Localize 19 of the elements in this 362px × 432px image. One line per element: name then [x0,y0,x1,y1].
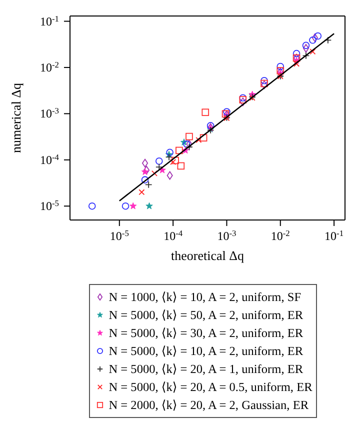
x-tick-label: 10$^{-1}$ [324,228,344,243]
y-axis-title: numerical Δq [8,82,24,154]
x-tick-label: 10$^{-5}$ [110,228,129,243]
legend-label: N = 5000, ⟨k⟩ = 20, A = 1, uniform, ER [108,361,304,378]
legend-label: N = 2000, ⟨k⟩ = 20, A = 2, Gaussian, ER [108,397,309,414]
x-tick-label: 10$^{-4}$ [164,228,184,243]
y-tick-label: 10$^{-1}$ [40,14,59,28]
legend-label: N = 1000, ⟨k⟩ = 10, A = 2, uniform, SF [108,289,302,306]
legend-label: N = 5000, ⟨k⟩ = 20, A = 0.5, uniform, ER [108,379,312,396]
legend-label: N = 5000, ⟨k⟩ = 30, A = 2, uniform, ER [108,325,304,342]
legend-label: N = 5000, ⟨k⟩ = 50, A = 2, uniform, ER [108,307,304,324]
legend-label: N = 5000, ⟨k⟩ = 10, A = 2, uniform, ER [108,343,304,360]
y-tick-label: 10$^{-3}$ [40,106,59,121]
y-tick-label: 10$^{-2}$ [40,60,59,74]
y-tick-label: 10$^{-4}$ [40,152,60,167]
x-axis-title: theoretical Δq [171,248,244,263]
x-tick-label: 10$^{-3}$ [217,228,236,243]
y-tick-label: 10$^{-5}$ [40,198,59,214]
x-tick-label: 10$^{-2}$ [270,228,290,243]
